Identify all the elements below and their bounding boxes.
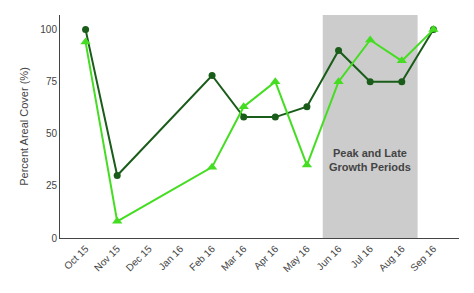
svg-text:Dec 15: Dec 15 (124, 243, 154, 273)
svg-text:Peak and LateGrowth Periods: Peak and LateGrowth Periods (329, 147, 411, 173)
svg-text:Sep 16: Sep 16 (408, 243, 438, 273)
svg-text:Jul 16: Jul 16 (348, 243, 375, 270)
svg-text:Aug 16: Aug 16 (377, 243, 407, 273)
svg-text:75: 75 (46, 76, 58, 87)
svg-text:50: 50 (46, 128, 58, 139)
svg-text:Jan 16: Jan 16 (156, 243, 185, 272)
svg-text:25: 25 (46, 180, 58, 191)
svg-text:Mar 16: Mar 16 (219, 243, 249, 273)
svg-text:Feb 16: Feb 16 (187, 243, 217, 273)
svg-text:Apr 16: Apr 16 (252, 243, 281, 272)
svg-text:May 16: May 16 (281, 243, 312, 274)
svg-text:Jun 16: Jun 16 (314, 243, 343, 272)
svg-text:Percent Areal Cover (%): Percent Areal Cover (%) (18, 67, 30, 186)
svg-text:100: 100 (40, 24, 57, 35)
svg-text:0: 0 (51, 233, 57, 244)
svg-text:Nov 15: Nov 15 (92, 243, 122, 273)
svg-text:Oct 15: Oct 15 (62, 243, 91, 272)
